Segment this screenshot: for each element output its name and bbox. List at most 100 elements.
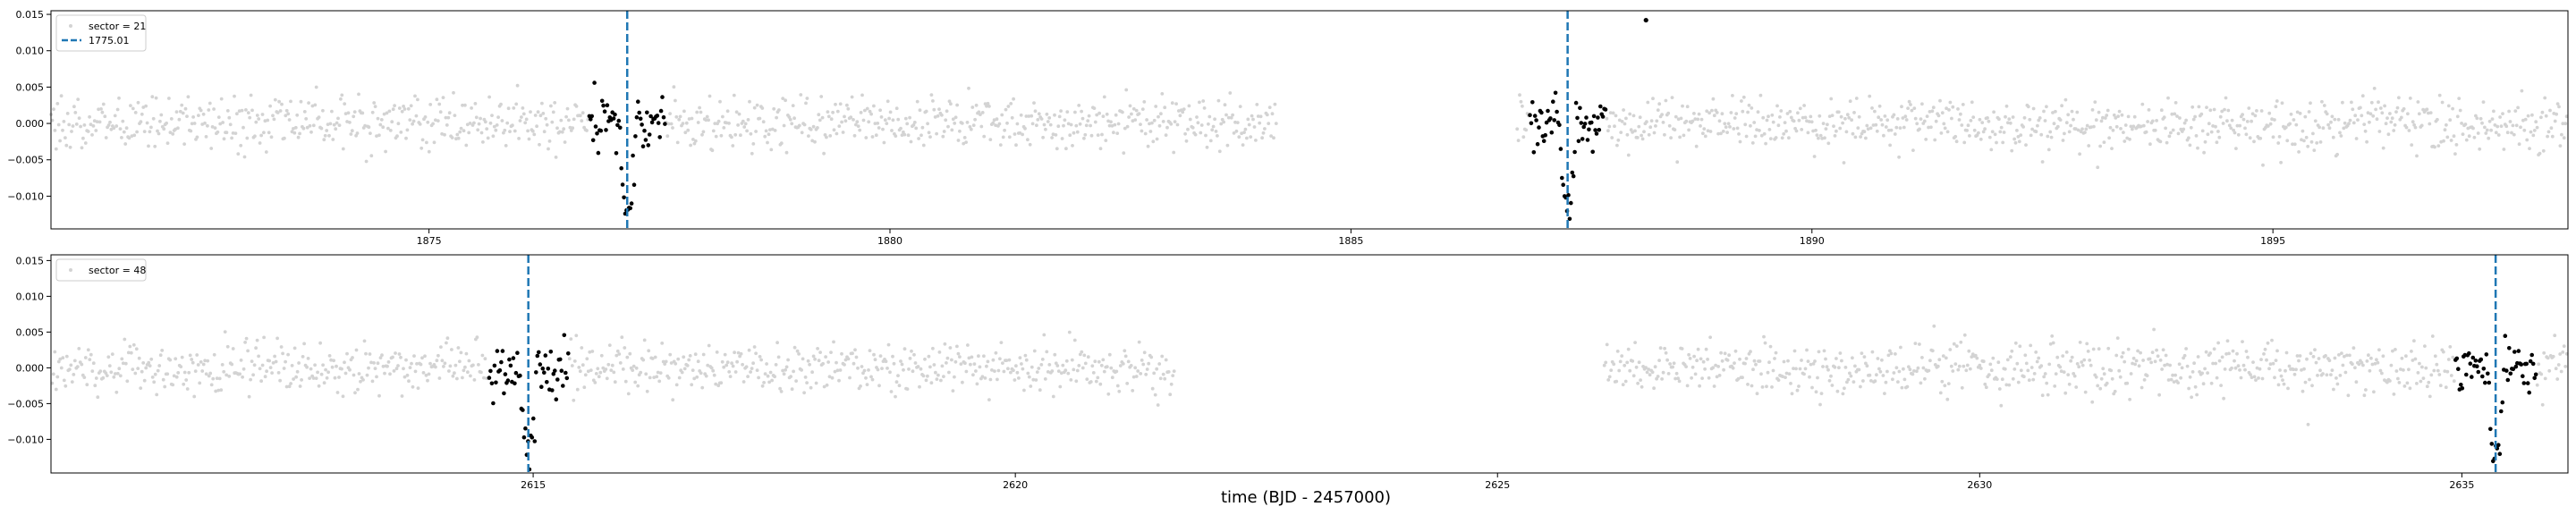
flux-point bbox=[2102, 372, 2106, 376]
flux-point bbox=[83, 141, 88, 145]
flux-point bbox=[219, 388, 224, 393]
flux-point bbox=[988, 138, 993, 142]
flux-point bbox=[1696, 117, 1700, 122]
flux-point bbox=[2160, 367, 2165, 371]
flux-point bbox=[1089, 133, 1094, 138]
flux-point bbox=[1224, 113, 1228, 117]
flux-point bbox=[1047, 363, 1052, 367]
flux-point bbox=[295, 369, 300, 374]
flux-point bbox=[2378, 368, 2383, 373]
flux-point bbox=[1012, 97, 1015, 101]
flux-point bbox=[1681, 104, 1684, 108]
flux-point bbox=[802, 122, 807, 127]
flux-point bbox=[686, 128, 691, 132]
flux-point bbox=[1109, 366, 1114, 370]
flux-point bbox=[911, 123, 916, 127]
flux-point bbox=[711, 129, 716, 133]
flux-point bbox=[1611, 111, 1615, 115]
flux-point bbox=[886, 99, 890, 104]
flux-point bbox=[2563, 365, 2568, 368]
flux-point bbox=[1838, 351, 1843, 355]
flux-point bbox=[1622, 108, 1625, 112]
flux-point bbox=[443, 361, 447, 366]
flux-point bbox=[2011, 115, 2015, 119]
flux-point bbox=[454, 137, 458, 141]
flux-point bbox=[2288, 122, 2292, 126]
flux-point bbox=[2428, 111, 2433, 114]
flux-point bbox=[569, 337, 573, 341]
flux-point bbox=[158, 353, 163, 358]
flux-point bbox=[1672, 361, 1676, 366]
flux-point bbox=[1884, 125, 1888, 129]
flux-point bbox=[2391, 349, 2394, 353]
flux-point bbox=[2544, 114, 2548, 118]
flux-point bbox=[339, 97, 343, 101]
flux-point bbox=[2238, 368, 2241, 372]
flux-point bbox=[228, 122, 233, 127]
flux-point bbox=[572, 117, 576, 122]
flux-point bbox=[1678, 135, 1682, 139]
flux-point bbox=[945, 361, 948, 365]
flux-point bbox=[1898, 126, 1902, 131]
flux-point bbox=[2184, 347, 2189, 350]
flux-point bbox=[1240, 131, 1243, 136]
flux-point bbox=[902, 367, 905, 372]
flux-point bbox=[2551, 354, 2555, 359]
flux-point bbox=[1261, 131, 1266, 135]
flux-point bbox=[1809, 362, 1813, 367]
flux-point bbox=[2365, 359, 2369, 363]
in-transit-point bbox=[640, 144, 646, 148]
flux-point bbox=[1195, 115, 1199, 119]
flux-point bbox=[1090, 364, 1095, 368]
flux-point bbox=[974, 369, 978, 373]
flux-point bbox=[878, 108, 882, 113]
flux-point bbox=[1696, 347, 1700, 351]
flux-point bbox=[447, 369, 451, 373]
flux-point bbox=[1612, 362, 1616, 367]
flux-point bbox=[1803, 115, 1808, 120]
flux-point bbox=[101, 376, 106, 380]
flux-point bbox=[2408, 97, 2412, 100]
flux-point bbox=[1000, 113, 1004, 117]
flux-point bbox=[1669, 136, 1673, 140]
flux-point bbox=[1644, 366, 1648, 370]
flux-point bbox=[800, 368, 803, 372]
flux-point bbox=[891, 354, 894, 359]
in-transit-point bbox=[539, 384, 544, 390]
flux-point bbox=[572, 359, 577, 363]
y-tick-label: 0.005 bbox=[16, 81, 45, 93]
flux-point bbox=[936, 373, 940, 377]
flux-point bbox=[369, 154, 374, 158]
flux-point bbox=[2309, 351, 2313, 356]
flux-point bbox=[64, 136, 67, 140]
flux-point bbox=[354, 133, 358, 138]
flux-point bbox=[105, 374, 109, 377]
flux-point bbox=[286, 112, 291, 116]
flux-point bbox=[825, 135, 828, 139]
flux-point bbox=[203, 121, 207, 125]
flux-point bbox=[2386, 132, 2391, 137]
in-transit-point bbox=[1581, 124, 1586, 130]
flux-point bbox=[408, 118, 412, 122]
flux-point bbox=[758, 116, 762, 121]
flux-point bbox=[1673, 128, 1677, 132]
flux-point bbox=[1983, 382, 1987, 386]
flux-point bbox=[1943, 126, 1947, 131]
flux-point bbox=[832, 128, 836, 132]
flux-point bbox=[107, 364, 112, 367]
flux-point bbox=[1861, 379, 1865, 383]
in-transit-point bbox=[1575, 115, 1580, 121]
in-transit-point bbox=[1582, 122, 1588, 126]
flux-point bbox=[1743, 122, 1748, 127]
flux-point bbox=[1759, 372, 1763, 376]
flux-point bbox=[2313, 348, 2317, 352]
flux-point bbox=[321, 108, 325, 113]
x-axis-label: time (BJD - 2457000) bbox=[1221, 488, 1391, 507]
flux-point bbox=[1857, 114, 1861, 119]
flux-point bbox=[585, 129, 589, 132]
flux-point bbox=[2114, 124, 2119, 129]
flux-point bbox=[806, 359, 810, 363]
flux-point bbox=[967, 86, 970, 90]
flux-point bbox=[2131, 361, 2135, 366]
flux-point bbox=[2211, 361, 2216, 366]
